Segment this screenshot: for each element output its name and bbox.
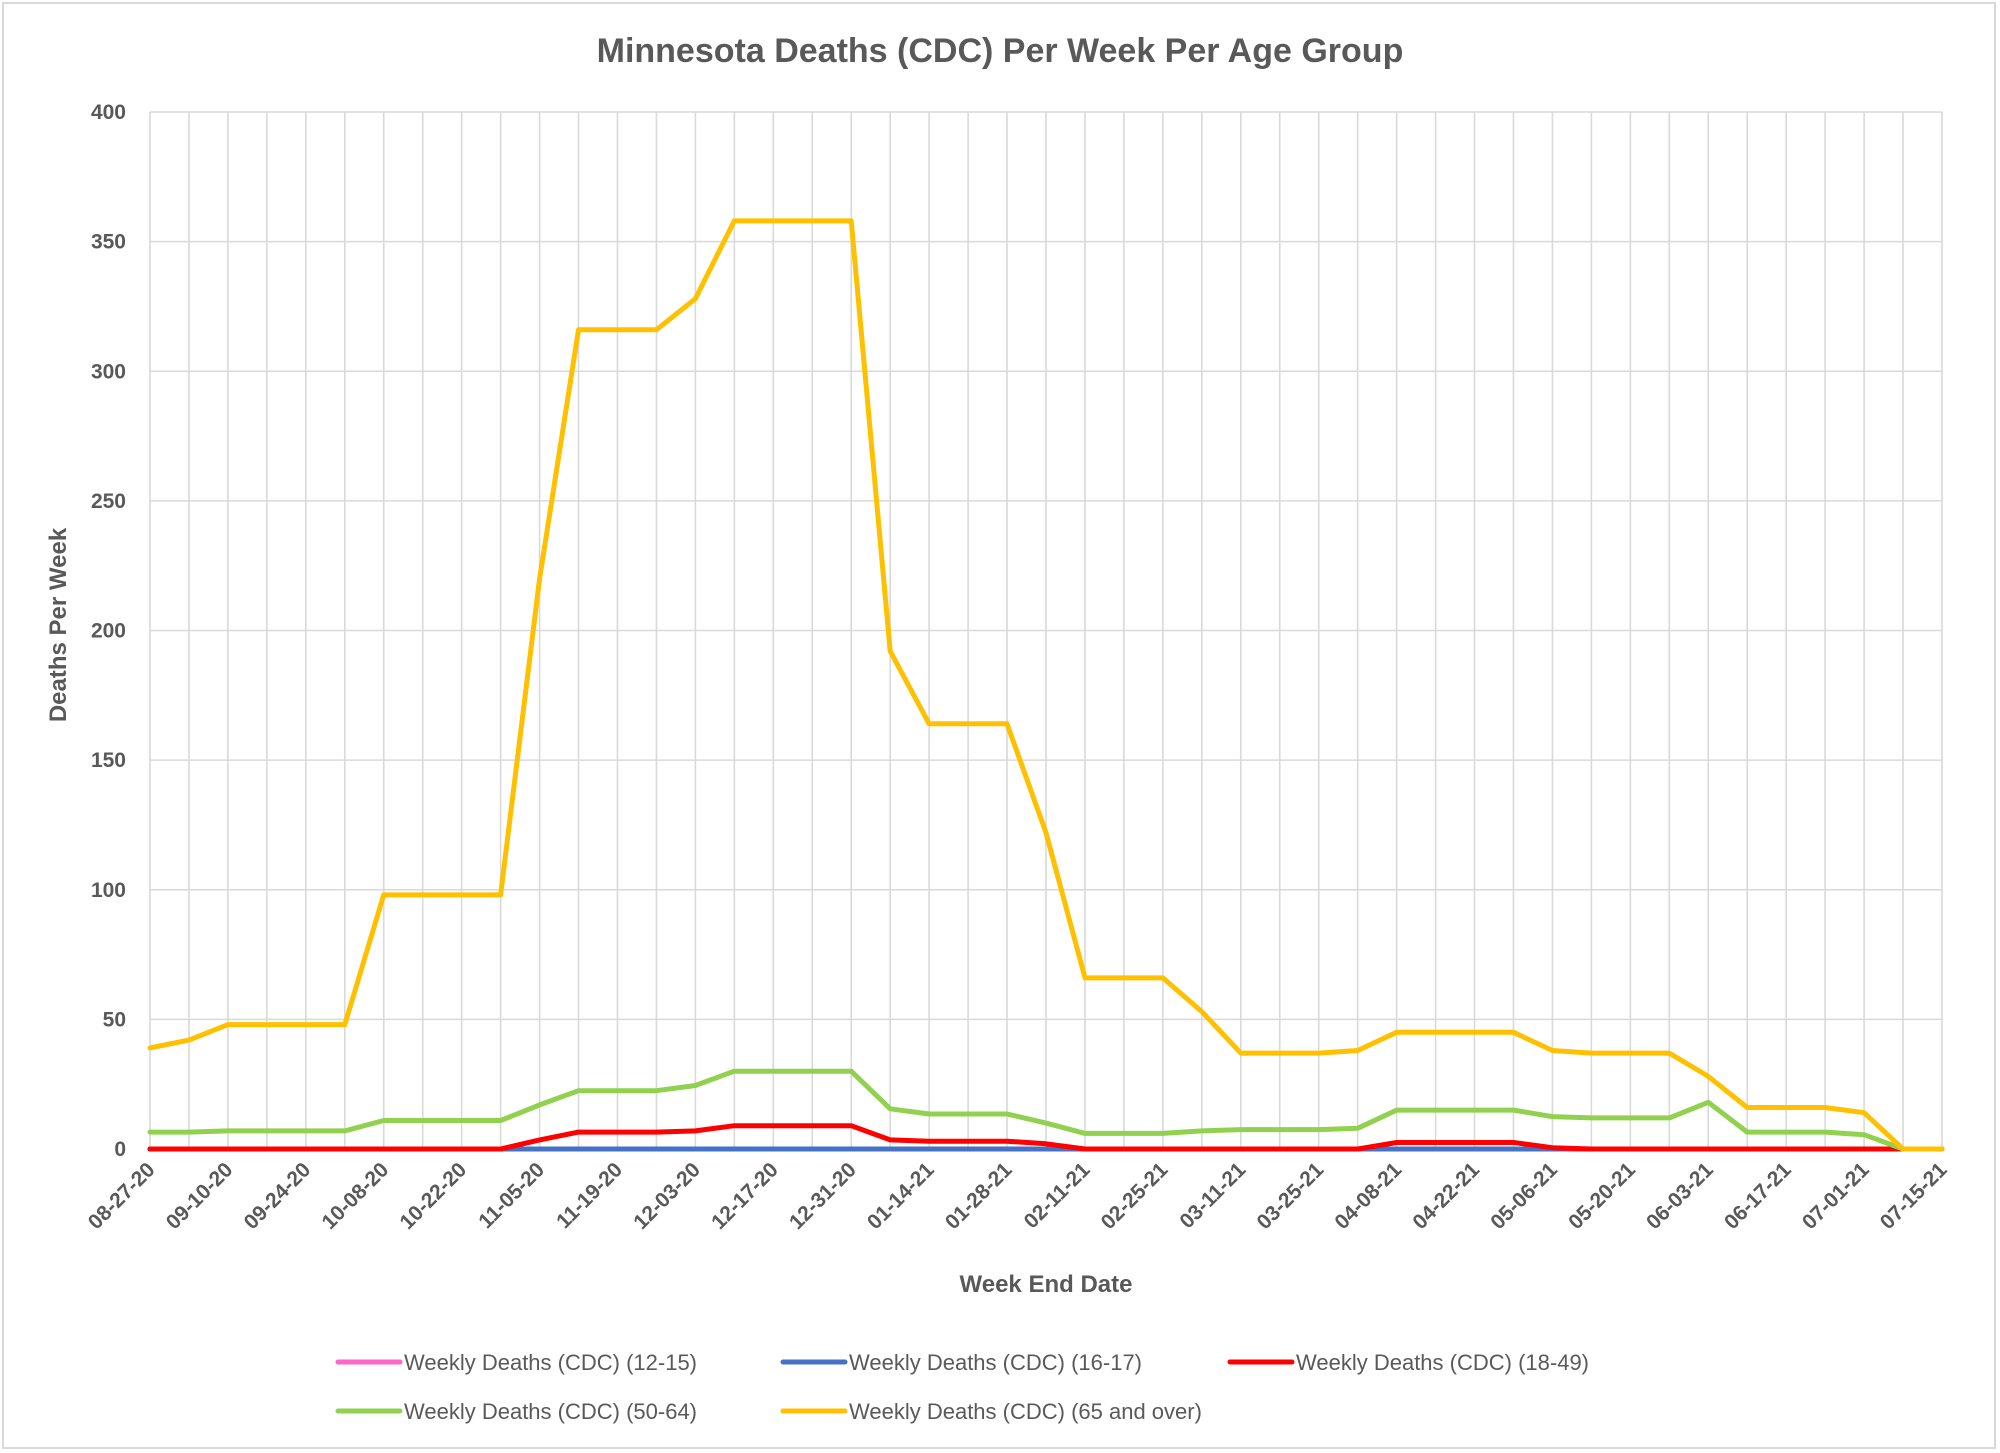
x-tick-label: 12-31-20	[785, 1158, 861, 1234]
x-tick-label: 12-03-20	[629, 1158, 705, 1234]
x-axis-title: Week End Date	[960, 1271, 1133, 1298]
x-tick-label: 01-14-21	[863, 1158, 939, 1234]
chart-title: Minnesota Deaths (CDC) Per Week Per Age …	[597, 32, 1404, 70]
legend-label: Weekly Deaths (CDC) (12-15)	[404, 1350, 697, 1375]
x-tick-label: 07-01-21	[1798, 1158, 1874, 1234]
legend: Weekly Deaths (CDC) (12-15) Weekly Deaths…	[335, 1350, 1589, 1424]
y-axis-ticks: 0 50 100 150 200 250 300 350 400	[91, 101, 126, 1161]
y-axis-title: Deaths Per Week	[45, 527, 72, 722]
legend-label: Weekly Deaths (CDC) (18-49)	[1296, 1350, 1589, 1375]
y-tick-label: 400	[91, 101, 126, 124]
x-tick-label: 08-27-20	[84, 1158, 160, 1234]
y-tick-label: 350	[91, 231, 126, 254]
x-tick-label: 06-03-21	[1642, 1158, 1718, 1234]
gridlines	[149, 111, 1943, 1150]
y-tick-label: 0	[114, 1138, 126, 1161]
x-tick-label: 10-22-20	[395, 1158, 471, 1234]
x-tick-label: 11-19-20	[552, 1158, 627, 1233]
series-lines	[147, 218, 1945, 1152]
x-tick-label: 09-24-20	[240, 1158, 316, 1234]
y-tick-label: 100	[91, 879, 126, 902]
y-tick-label: 50	[103, 1008, 126, 1031]
x-tick-label: 04-22-21	[1408, 1158, 1484, 1234]
legend-label: Weekly Deaths (CDC) (16-17)	[849, 1350, 1142, 1375]
x-tick-label: 02-25-21	[1097, 1158, 1173, 1234]
x-tick-label: 05-20-21	[1564, 1158, 1640, 1234]
series-line	[147, 1123, 1945, 1152]
x-tick-label: 10-08-20	[318, 1158, 394, 1234]
x-tick-label: 01-28-21	[941, 1158, 1017, 1234]
x-tick-label: 03-11-21	[1175, 1158, 1250, 1233]
series-line	[147, 1068, 1945, 1152]
y-tick-label: 150	[91, 749, 126, 772]
x-tick-label: 06-17-21	[1720, 1158, 1796, 1234]
legend-label: Weekly Deaths (CDC) (50-64)	[404, 1399, 697, 1424]
x-tick-label: 11-05-20	[474, 1158, 549, 1233]
x-tick-label: 05-06-21	[1486, 1158, 1562, 1234]
series-line	[147, 218, 1945, 1152]
x-tick-label: 03-25-21	[1253, 1158, 1329, 1234]
y-tick-label: 250	[91, 490, 126, 513]
y-tick-label: 300	[91, 360, 126, 383]
x-tick-label: 07-15-21	[1876, 1158, 1952, 1234]
x-tick-label: 04-08-21	[1330, 1158, 1406, 1234]
x-tick-label: 12-17-20	[707, 1158, 783, 1234]
x-tick-label: 02-11-21	[1020, 1158, 1095, 1233]
y-tick-label: 200	[91, 620, 126, 643]
x-tick-label: 09-10-20	[162, 1158, 238, 1234]
x-axis-ticks: 08-27-20 09-10-20 09-24-20 10-08-20 10-22-20…	[84, 1158, 1952, 1234]
legend-label: Weekly Deaths (CDC) (65 and over)	[849, 1399, 1202, 1424]
